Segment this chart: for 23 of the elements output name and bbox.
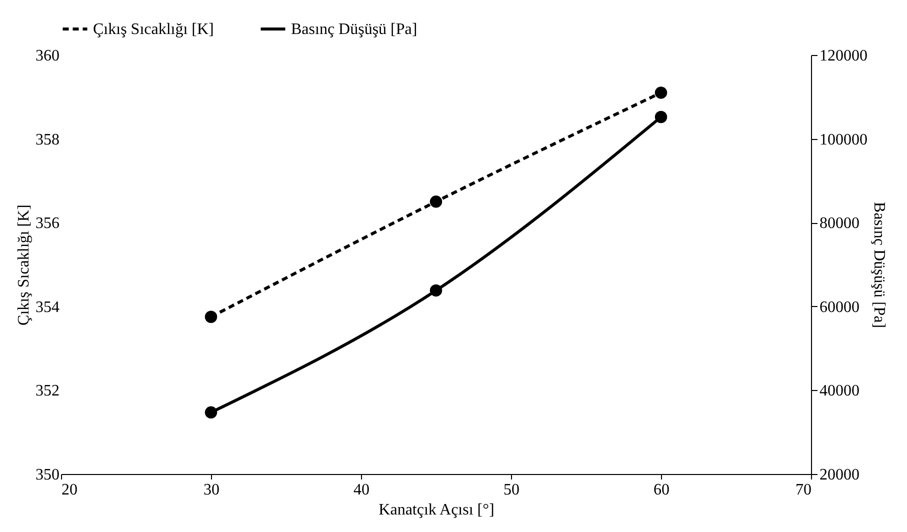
x-tick-label: 60 [654, 482, 670, 498]
x-tick-label: 30 [204, 482, 220, 498]
legend-label: Çıkış Sıcaklığı [K] [93, 21, 214, 38]
x-tick-label: 20 [62, 482, 78, 498]
x-tick-label: 50 [504, 482, 520, 498]
y2-axis-title: Basınç Düşüşü [Pa] [870, 202, 888, 328]
y-axis-title: Çıkış Sıcaklığı [K] [16, 204, 32, 326]
y2-tick-label: 80000 [820, 215, 860, 232]
x-tick-label: 40 [354, 482, 370, 498]
x-tick-label: 70 [796, 482, 812, 498]
y2-tick-label: 40000 [820, 382, 860, 400]
y-tick-label: 352 [36, 382, 60, 400]
y-tick-label: 356 [36, 215, 60, 232]
y2-tick-label: 60000 [820, 298, 860, 316]
legend-label: Basınç Düşüşü [Pa] [291, 21, 418, 38]
y2-tick-label: 120000 [820, 48, 868, 64]
y2-tick-label: 20000 [820, 466, 860, 484]
y2-tick-label: 100000 [820, 131, 868, 148]
y-tick-label: 360 [36, 48, 60, 64]
y-tick-label: 350 [36, 466, 60, 484]
y-tick-label: 358 [36, 131, 60, 148]
x-axis-title: Kanatçık Açısı [°] [378, 502, 494, 518]
y-tick-label: 354 [36, 298, 60, 316]
